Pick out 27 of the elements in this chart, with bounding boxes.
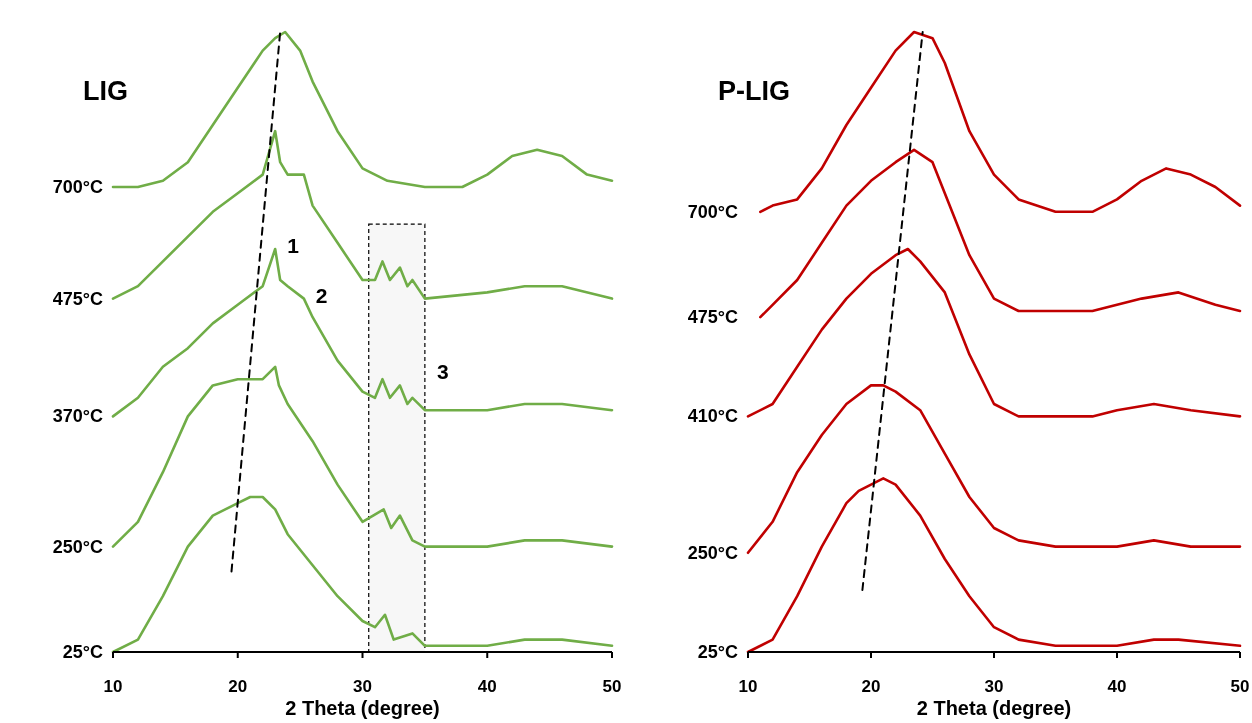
series-label: 370°C <box>52 406 103 427</box>
series-label: 700°C <box>687 201 738 222</box>
x-tick-label: 10 <box>103 677 123 696</box>
series-label: 700°C <box>52 177 103 197</box>
x-axis-title: 2 Theta (degree) <box>285 697 440 719</box>
text: P-LIG <box>718 76 790 106</box>
text: LIG <box>83 76 128 106</box>
series-label: 475°C <box>52 288 103 309</box>
series-label: 250°C <box>52 536 103 557</box>
annotation: 2 <box>315 283 328 307</box>
x-tick-label: 40 <box>477 677 497 696</box>
series-label: 25°C <box>697 642 738 662</box>
series-label: 250°C <box>687 542 738 563</box>
x-tick-label: 40 <box>1107 677 1127 696</box>
series-label: 25°C <box>62 642 103 662</box>
x-tick-label: 30 <box>353 677 372 696</box>
x-tick-label: 20 <box>861 677 881 696</box>
x-tick-label: 10 <box>738 677 758 696</box>
band-label: 3 <box>436 360 449 384</box>
x-tick-label: 30 <box>984 677 1004 696</box>
x-tick-label: 20 <box>228 677 248 696</box>
series-label: 410°C <box>687 406 738 427</box>
x-tick-label: 50 <box>602 677 622 696</box>
x-tick-label: 50 <box>1230 677 1250 696</box>
annotation: 1 <box>287 234 300 257</box>
x-axis-title: 2 Theta (degree) <box>916 697 1072 719</box>
series-label: 475°C <box>687 307 738 328</box>
